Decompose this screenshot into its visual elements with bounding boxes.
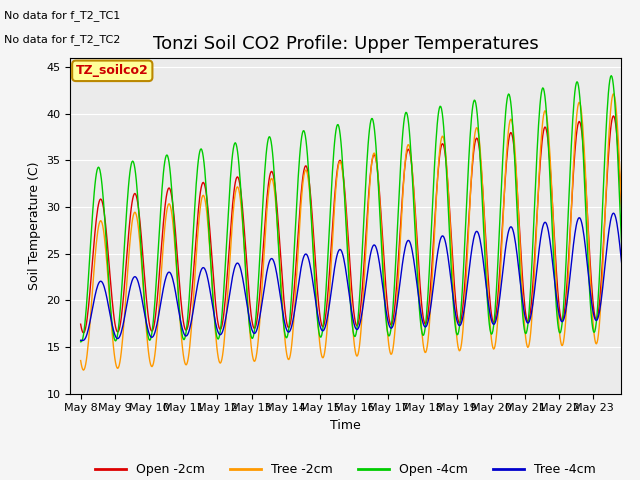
- Open -2cm: [290, 290, 298, 296]
- Open -2cm: [442, 156, 450, 162]
- Line: Open -4cm: Open -4cm: [81, 76, 628, 342]
- Tree -4cm: [442, 241, 450, 247]
- Tree -2cm: [624, 323, 632, 328]
- Tree -2cm: [79, 367, 87, 373]
- Open -4cm: [289, 266, 297, 272]
- Open -2cm: [269, 172, 277, 178]
- Open -4cm: [141, 304, 148, 310]
- Tree -4cm: [79, 337, 86, 343]
- Title: Tonzi Soil CO2 Profile: Upper Temperatures: Tonzi Soil CO2 Profile: Upper Temperatur…: [153, 35, 538, 53]
- Tree -4cm: [141, 316, 149, 322]
- Tree -2cm: [442, 152, 450, 158]
- Tree -4cm: [609, 210, 617, 216]
- Text: No data for f_T2_TC2: No data for f_T2_TC2: [4, 34, 121, 45]
- Tree -2cm: [141, 317, 149, 323]
- Open -2cm: [243, 252, 250, 258]
- Open -2cm: [141, 287, 149, 292]
- Tree -2cm: [77, 358, 84, 363]
- Open -2cm: [77, 321, 84, 327]
- Open -4cm: [607, 73, 615, 79]
- Open -4cm: [624, 327, 632, 333]
- Legend: Open -2cm, Tree -2cm, Open -4cm, Tree -4cm: Open -2cm, Tree -2cm, Open -4cm, Tree -4…: [90, 458, 601, 480]
- Text: TZ_soilco2: TZ_soilco2: [76, 64, 148, 77]
- Tree -2cm: [243, 274, 250, 280]
- Open -4cm: [241, 267, 249, 273]
- Line: Tree -4cm: Tree -4cm: [81, 213, 628, 340]
- Tree -4cm: [412, 267, 419, 273]
- Tree -4cm: [243, 296, 250, 302]
- Open -4cm: [441, 144, 449, 150]
- Open -2cm: [624, 302, 632, 308]
- Y-axis label: Soil Temperature (C): Soil Temperature (C): [28, 161, 41, 290]
- Tree -2cm: [412, 213, 419, 218]
- Line: Open -2cm: Open -2cm: [81, 116, 628, 333]
- Tree -4cm: [290, 312, 298, 318]
- Open -4cm: [269, 150, 276, 156]
- Open -2cm: [609, 113, 617, 119]
- Tree -2cm: [609, 91, 617, 96]
- Text: No data for f_T2_TC1: No data for f_T2_TC1: [4, 11, 120, 22]
- Tree -4cm: [624, 303, 632, 309]
- Tree -2cm: [269, 180, 277, 185]
- Line: Tree -2cm: Tree -2cm: [81, 94, 628, 370]
- Open -2cm: [412, 206, 419, 212]
- Tree -2cm: [290, 316, 298, 322]
- Open -4cm: [77, 339, 84, 345]
- Tree -4cm: [269, 257, 277, 263]
- Open -4cm: [411, 216, 419, 221]
- Tree -4cm: [77, 337, 84, 343]
- Open -2cm: [79, 330, 87, 336]
- X-axis label: Time: Time: [330, 419, 361, 432]
